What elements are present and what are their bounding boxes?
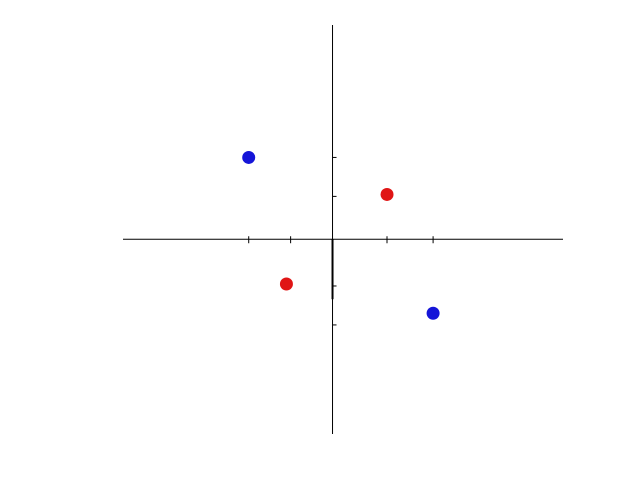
data-point [242,150,256,164]
axes [123,25,563,434]
data-point [426,306,440,320]
data-point [380,187,394,201]
data-points [242,150,440,320]
data-point [279,277,293,291]
